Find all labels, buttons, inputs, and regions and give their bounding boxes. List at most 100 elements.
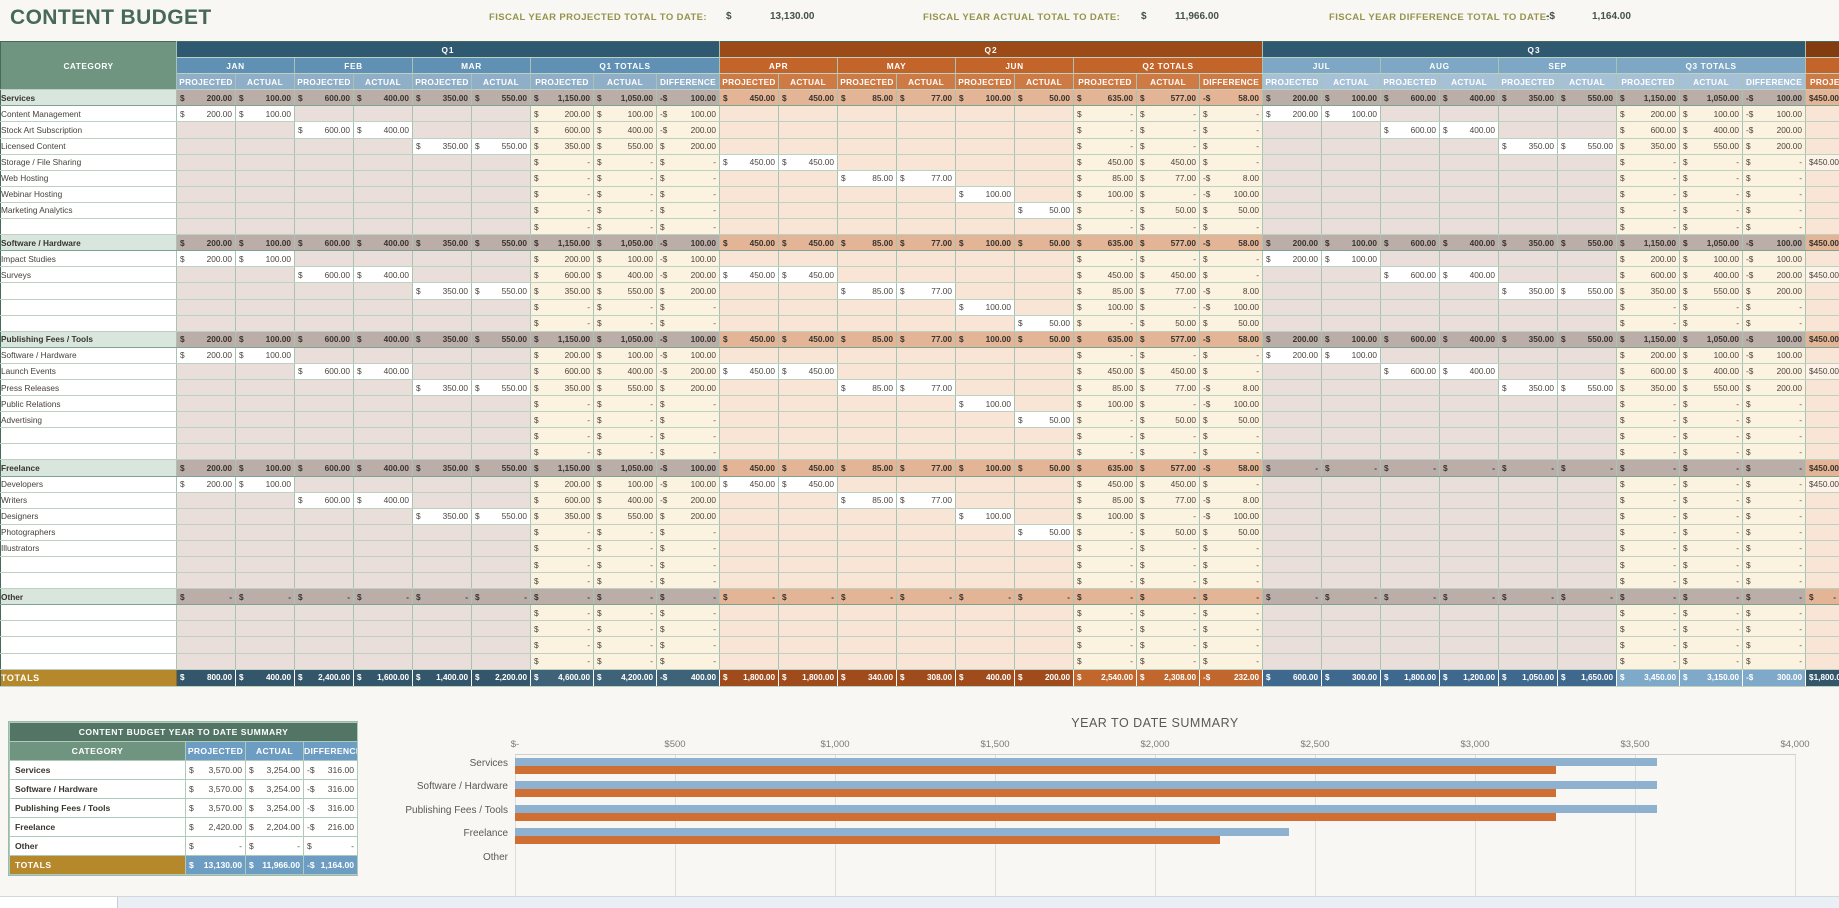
- budget-cell[interactable]: [955, 202, 1016, 220]
- budget-cell[interactable]: [1498, 492, 1559, 509]
- budget-cell[interactable]: [412, 572, 472, 590]
- budget-cell[interactable]: [235, 186, 295, 203]
- budget-cell[interactable]: $ -: [1073, 121, 1138, 139]
- budget-cell[interactable]: [955, 250, 1016, 268]
- budget-cell[interactable]: [1805, 636, 1839, 654]
- budget-cell[interactable]: $ -: [1199, 121, 1264, 139]
- budget-cell[interactable]: [719, 315, 780, 332]
- budget-cell[interactable]: [837, 218, 898, 236]
- budget-cell[interactable]: [294, 299, 354, 316]
- budget-cell[interactable]: $ -: [1199, 154, 1264, 171]
- budget-cell[interactable]: $100.00: [235, 347, 295, 364]
- budget-cell[interactable]: $ -: [1136, 105, 1201, 123]
- budget-cell[interactable]: [1439, 636, 1500, 654]
- budget-cell[interactable]: [1439, 218, 1500, 236]
- budget-cell[interactable]: [896, 186, 957, 203]
- budget-cell[interactable]: $ -: [1679, 588, 1744, 606]
- budget-cell[interactable]: $600.00: [530, 266, 594, 284]
- budget-cell[interactable]: $ -: [1616, 459, 1681, 477]
- budget-cell[interactable]: [896, 636, 957, 654]
- budget-cell[interactable]: [235, 202, 295, 220]
- budget-cell[interactable]: [778, 524, 839, 541]
- budget-cell[interactable]: [235, 299, 295, 316]
- budget-cell[interactable]: [955, 363, 1016, 380]
- budget-cell[interactable]: [778, 315, 839, 332]
- budget-cell[interactable]: $600.00: [294, 459, 354, 477]
- budget-cell[interactable]: $1,050.00: [593, 459, 657, 477]
- budget-cell[interactable]: [1262, 411, 1323, 429]
- budget-cell[interactable]: $ -: [1742, 186, 1807, 203]
- budget-cell[interactable]: $600.00: [1616, 266, 1681, 284]
- budget-cell[interactable]: $ -: [1679, 604, 1744, 622]
- budget-cell[interactable]: [1439, 105, 1500, 123]
- budget-cell[interactable]: $200.00: [176, 330, 236, 348]
- budget-cell[interactable]: [1805, 315, 1839, 332]
- budget-cell[interactable]: $ -: [1616, 540, 1681, 558]
- budget-cell[interactable]: [896, 653, 957, 670]
- budget-cell[interactable]: $200.00: [1742, 282, 1807, 300]
- budget-cell[interactable]: $ -: [656, 556, 721, 574]
- budget-cell[interactable]: [1557, 395, 1618, 413]
- budget-cell[interactable]: $100.00: [235, 476, 295, 493]
- budget-cell[interactable]: [176, 604, 236, 622]
- budget-cell[interactable]: $550.00: [593, 138, 657, 155]
- budget-cell[interactable]: [1805, 299, 1839, 316]
- summary-row-label[interactable]: Software / Hardware: [9, 779, 186, 799]
- budget-cell[interactable]: [294, 636, 354, 654]
- budget-cell[interactable]: $200.00: [1742, 379, 1807, 397]
- budget-cell[interactable]: $550.00: [1557, 282, 1618, 300]
- budget-cell[interactable]: $600.00: [1380, 121, 1441, 139]
- budget-cell[interactable]: [1380, 572, 1441, 590]
- budget-cell[interactable]: $ -: [593, 154, 657, 171]
- budget-cell[interactable]: [1439, 572, 1500, 590]
- budget-cell[interactable]: [837, 186, 898, 203]
- budget-cell[interactable]: -$ 100.00: [1199, 508, 1264, 525]
- budget-cell[interactable]: $ -: [1073, 588, 1138, 606]
- budget-cell[interactable]: [412, 540, 472, 558]
- totals-row-label[interactable]: TOTALS: [0, 668, 177, 687]
- budget-cell[interactable]: -$ 200.00: [1742, 363, 1807, 380]
- budget-cell[interactable]: $ -: [1199, 636, 1264, 654]
- budget-cell[interactable]: [471, 540, 531, 558]
- budget-cell[interactable]: $ -: [1742, 315, 1807, 332]
- budget-cell[interactable]: $ -: [1073, 620, 1138, 638]
- row-label[interactable]: [0, 556, 177, 574]
- budget-cell[interactable]: $50.00: [1199, 202, 1264, 220]
- totals-cell[interactable]: $400.00: [955, 668, 1016, 687]
- budget-cell[interactable]: [1439, 476, 1500, 493]
- budget-cell[interactable]: [1498, 154, 1559, 171]
- totals-cell[interactable]: $4,600.00: [530, 668, 594, 687]
- budget-cell[interactable]: $100.00: [955, 186, 1016, 203]
- budget-cell[interactable]: [1439, 282, 1500, 300]
- budget-cell[interactable]: [955, 443, 1016, 461]
- budget-cell[interactable]: [1805, 379, 1839, 397]
- summary-cell[interactable]: $ -: [302, 836, 359, 856]
- budget-cell[interactable]: [1557, 443, 1618, 461]
- budget-cell[interactable]: $200.00: [1262, 105, 1323, 123]
- budget-cell[interactable]: [1014, 266, 1075, 284]
- budget-cell[interactable]: [1262, 476, 1323, 493]
- budget-cell[interactable]: -$ 100.00: [656, 476, 721, 493]
- budget-cell[interactable]: $ -: [530, 427, 594, 445]
- budget-cell[interactable]: $1,150.00: [530, 459, 594, 477]
- budget-cell[interactable]: [955, 492, 1016, 509]
- budget-cell[interactable]: $ -: [1262, 588, 1323, 606]
- budget-cell[interactable]: $350.00: [1616, 379, 1681, 397]
- budget-cell[interactable]: $ -: [1199, 556, 1264, 574]
- budget-cell[interactable]: [955, 170, 1016, 187]
- budget-cell[interactable]: $ -: [1679, 315, 1744, 332]
- budget-cell[interactable]: $200.00: [530, 476, 594, 493]
- budget-cell[interactable]: $ -: [1679, 556, 1744, 574]
- row-label[interactable]: [0, 604, 177, 622]
- budget-cell[interactable]: $ -: [656, 653, 721, 670]
- budget-cell[interactable]: [719, 347, 780, 364]
- budget-cell[interactable]: [294, 154, 354, 171]
- budget-cell[interactable]: [1498, 170, 1559, 187]
- summary-cell[interactable]: $ -: [185, 836, 246, 856]
- budget-cell[interactable]: $ -: [593, 588, 657, 606]
- budget-cell[interactable]: [412, 347, 472, 364]
- budget-cell[interactable]: [1557, 315, 1618, 332]
- budget-cell[interactable]: [1498, 105, 1559, 123]
- budget-cell[interactable]: [1321, 363, 1382, 380]
- budget-cell[interactable]: [412, 524, 472, 541]
